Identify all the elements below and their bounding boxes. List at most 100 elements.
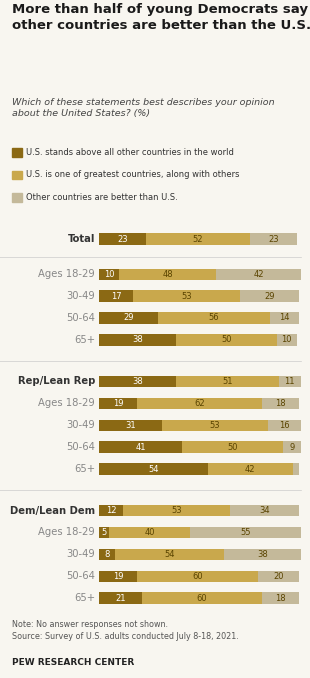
Text: 34: 34 [259,506,270,515]
Bar [262,398,299,409]
Bar [119,268,216,280]
Text: 19: 19 [113,572,124,581]
Text: 54: 54 [165,550,175,559]
Text: 18: 18 [275,594,286,603]
Text: 65+: 65+ [74,464,95,474]
Text: Which of these statements best describes your opinion
about the United States? (: Which of these statements best describes… [12,98,275,119]
Text: 8: 8 [104,550,110,559]
Text: 53: 53 [171,506,182,515]
Bar [99,441,182,453]
Text: Ages 18-29: Ages 18-29 [38,269,95,279]
Bar [279,376,301,387]
Text: 50-64: 50-64 [66,313,95,323]
Text: Ages 18-29: Ages 18-29 [38,527,95,538]
Bar [162,420,268,431]
Text: 23: 23 [268,235,279,243]
Bar [268,420,301,431]
Bar [270,313,299,323]
Text: Total: Total [68,234,95,244]
Text: 11: 11 [284,377,295,386]
Text: Dem/Lean Dem: Dem/Lean Dem [10,506,95,515]
Bar [262,593,299,604]
Bar [142,593,262,604]
Bar [157,313,270,323]
Text: 50-64: 50-64 [66,442,95,452]
Bar [283,441,301,453]
Bar [240,290,299,302]
Text: U.S. stands above all other countries in the world: U.S. stands above all other countries in… [26,148,234,157]
Bar [99,376,176,387]
Bar [99,420,162,431]
Text: More than half of young Democrats say
other countries are better than the U.S.: More than half of young Democrats say ot… [12,3,310,33]
Bar [99,505,123,516]
Bar [224,549,301,560]
Text: 14: 14 [279,313,290,323]
Text: 10: 10 [281,336,292,344]
Text: 55: 55 [240,528,250,537]
Text: 20: 20 [273,572,284,581]
Text: 23: 23 [117,235,128,243]
Text: PEW RESEARCH CENTER: PEW RESEARCH CENTER [12,658,135,666]
Text: 50: 50 [221,336,231,344]
Text: 62: 62 [195,399,205,408]
Text: 19: 19 [113,399,124,408]
Text: 29: 29 [123,313,134,323]
Text: 29: 29 [264,292,275,300]
Text: 65+: 65+ [74,335,95,345]
Text: 9: 9 [289,443,294,452]
Text: 38: 38 [257,550,268,559]
Text: 56: 56 [209,313,219,323]
Bar [134,290,240,302]
Bar [182,441,283,453]
Bar [208,463,293,475]
Text: 54: 54 [148,464,159,473]
Text: 42: 42 [253,270,264,279]
Bar [146,233,250,245]
Text: 40: 40 [144,528,155,537]
Text: 60: 60 [193,572,203,581]
Bar [99,233,146,245]
Bar [99,334,176,346]
Bar [99,398,138,409]
Bar [99,549,115,560]
Text: 53: 53 [210,421,220,430]
Text: Other countries are better than U.S.: Other countries are better than U.S. [26,193,178,202]
Text: Rep/Lean Rep: Rep/Lean Rep [18,376,95,386]
Text: 17: 17 [111,292,122,300]
Bar [250,233,297,245]
Text: 16: 16 [279,421,290,430]
Text: 38: 38 [132,336,143,344]
Bar [176,376,279,387]
Text: 50: 50 [227,443,237,452]
Bar [190,527,301,538]
Bar [99,463,208,475]
Bar [99,268,119,280]
Bar [259,571,299,582]
Text: 41: 41 [135,443,146,452]
Text: 48: 48 [162,270,173,279]
Text: U.S. is one of greatest countries, along with others: U.S. is one of greatest countries, along… [26,170,240,180]
Text: 50-64: 50-64 [66,572,95,581]
Bar [293,463,299,475]
Bar [99,290,134,302]
Text: 51: 51 [222,377,232,386]
Bar [109,527,190,538]
Text: 30-49: 30-49 [66,420,95,431]
Text: 53: 53 [182,292,192,300]
Text: 18: 18 [275,399,286,408]
Text: 65+: 65+ [74,593,95,603]
Bar [99,313,157,323]
Text: 10: 10 [104,270,114,279]
Text: 30-49: 30-49 [66,549,95,559]
Bar [123,505,230,516]
Bar [99,593,142,604]
Text: 38: 38 [132,377,143,386]
Bar [138,571,259,582]
Bar [176,334,277,346]
Bar [138,398,262,409]
Bar [99,571,138,582]
Text: 21: 21 [115,594,126,603]
Bar [216,268,301,280]
Text: 42: 42 [245,464,255,473]
Text: 30-49: 30-49 [66,291,95,301]
